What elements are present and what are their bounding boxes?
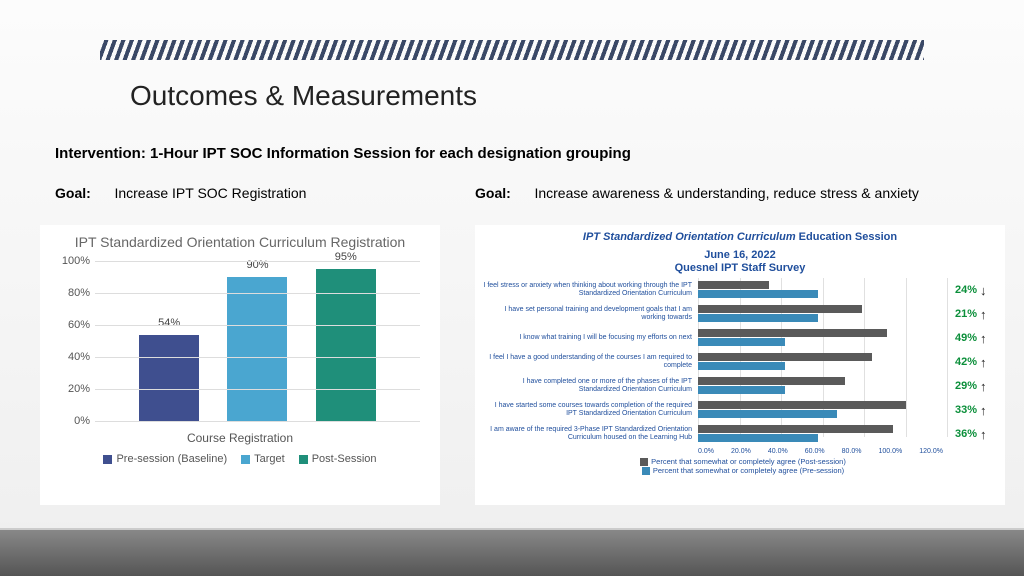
goal-text-left: Increase IPT SOC Registration — [114, 185, 306, 201]
bar-target: 90% — [227, 277, 287, 421]
survey-row-label: I feel stress or anxiety when thinking a… — [483, 278, 698, 302]
right-chart-deltas: 24%↓21%↑49%↑42%↑29%↑33%↑36%↑ — [947, 278, 997, 455]
survey-row-label: I feel I have a good understanding of th… — [483, 350, 698, 374]
footer-texture-band — [0, 528, 1024, 576]
right-chart-title: IPT Standardized Orientation Curriculum … — [475, 225, 1005, 243]
page-title: Outcomes & Measurements — [130, 80, 477, 112]
survey-row-label: I have completed one or more of the phas… — [483, 374, 698, 398]
right-chart-subtitle: Quesnel IPT Staff Survey — [475, 262, 1005, 274]
survey-row-bars — [698, 278, 947, 302]
delta-value: 49%↑ — [947, 326, 997, 350]
left-chart-legend: Pre-session (Baseline)TargetPost-Session — [40, 453, 440, 465]
intervention-text: Intervention: 1-Hour IPT SOC Information… — [55, 145, 631, 162]
right-chart-row-labels: I feel stress or anxiety when thinking a… — [483, 278, 698, 455]
left-chart-title: IPT Standardized Orientation Curriculum … — [40, 225, 440, 255]
right-chart-legend: Percent that somewhat or completely agre… — [475, 457, 1005, 475]
survey-row-bars — [698, 302, 947, 326]
delta-value: 24%↓ — [947, 278, 997, 302]
survey-row-bars — [698, 350, 947, 374]
right-chart-date: June 16, 2022 — [475, 243, 1005, 261]
goal-label-right: Goal: — [475, 185, 530, 201]
survey-row-label: I am aware of the required 3-Phase IPT S… — [483, 422, 698, 446]
goals-row: Goal: Increase IPT SOC Registration Goal… — [55, 185, 984, 203]
right-chart-bars: 0.0%20.0%40.0%60.0%80.0%100.0%120.0% — [698, 278, 947, 455]
bar-pre-session-baseline-: 54% — [139, 335, 199, 421]
bar-post-session: 95% — [316, 269, 376, 421]
registration-bar-chart: IPT Standardized Orientation Curriculum … — [40, 225, 440, 505]
delta-value: 21%↑ — [947, 302, 997, 326]
left-chart-xaxis: Course Registration — [40, 431, 440, 445]
delta-value: 33%↑ — [947, 398, 997, 422]
goal-label-left: Goal: — [55, 185, 110, 201]
goal-text-right: Increase awareness & understanding, redu… — [534, 185, 918, 201]
decorative-slash-border — [100, 40, 924, 60]
survey-row-label: I have set personal training and develop… — [483, 302, 698, 326]
left-chart-plot: 54%90%95% 0%20%40%60%80%100% — [95, 261, 420, 421]
delta-value: 29%↑ — [947, 374, 997, 398]
survey-row-bars — [698, 422, 947, 446]
survey-horizontal-bar-chart: IPT Standardized Orientation Curriculum … — [475, 225, 1005, 505]
survey-row-label: I have started some courses towards comp… — [483, 398, 698, 422]
survey-row-bars — [698, 374, 947, 398]
delta-value: 42%↑ — [947, 350, 997, 374]
survey-row-bars — [698, 326, 947, 350]
delta-value: 36%↑ — [947, 422, 997, 446]
survey-row-bars — [698, 398, 947, 422]
survey-row-label: I know what training I will be focusing … — [483, 326, 698, 350]
